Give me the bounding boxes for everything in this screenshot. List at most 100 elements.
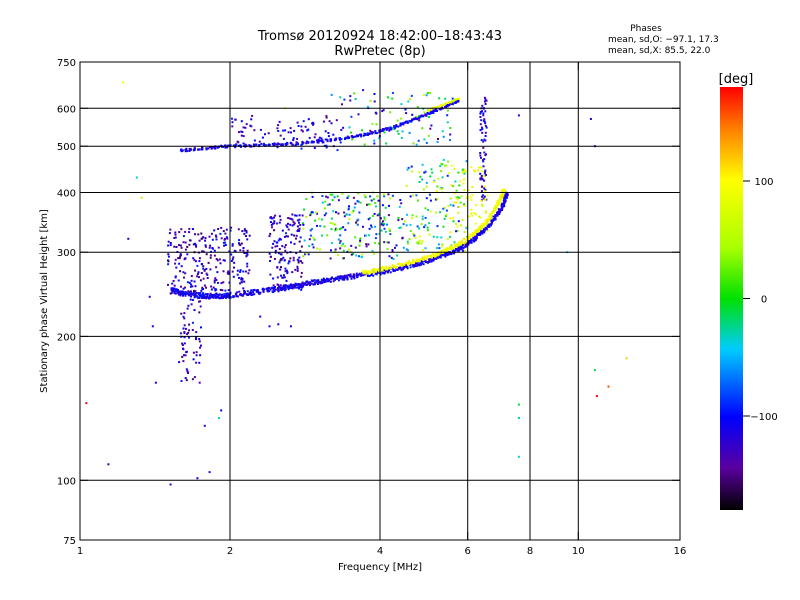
data-point: [248, 234, 251, 237]
data-point: [492, 215, 495, 218]
data-point: [430, 260, 433, 263]
data-point: [309, 234, 312, 237]
data-point: [189, 298, 192, 301]
data-point: [379, 273, 382, 276]
colorbar-tick-label: −100: [750, 412, 777, 423]
data-point: [289, 325, 292, 328]
data-point: [436, 185, 439, 188]
data-point: [408, 131, 411, 134]
data-point: [399, 122, 402, 125]
data-point: [483, 224, 485, 227]
data-point: [240, 130, 243, 133]
data-point: [328, 203, 331, 206]
data-point: [192, 257, 195, 260]
data-point: [346, 278, 349, 281]
data-point: [422, 263, 425, 266]
data-point: [478, 230, 481, 232]
data-point: [415, 143, 418, 146]
data-point: [263, 288, 266, 291]
data-point: [173, 237, 176, 239]
data-point: [281, 229, 284, 232]
data-point: [470, 212, 473, 215]
data-point: [201, 286, 204, 289]
data-point: [436, 225, 439, 228]
data-point: [474, 213, 477, 216]
data-point: [380, 267, 383, 269]
data-point: [358, 211, 361, 214]
data-point: [183, 276, 185, 279]
data-point: [187, 304, 190, 307]
data-point: [353, 135, 356, 138]
y-tick-label: 300: [57, 248, 76, 259]
data-point: [284, 129, 287, 132]
data-point: [248, 293, 251, 296]
data-point: [323, 225, 326, 228]
data-point: [319, 225, 322, 228]
data-point: [357, 113, 360, 116]
data-point: [251, 114, 254, 117]
data-point: [185, 350, 188, 353]
data-point: [484, 135, 487, 137]
data-point: [215, 238, 218, 241]
data-point: [250, 294, 253, 296]
data-point: [180, 150, 183, 153]
data-point: [337, 212, 340, 215]
data-point: [375, 270, 377, 273]
data-point: [367, 272, 370, 275]
data-point: [382, 265, 384, 268]
data-point: [405, 112, 408, 115]
data-point: [181, 342, 184, 345]
data-point: [230, 260, 233, 262]
data-point: [274, 249, 277, 252]
data-point: [484, 125, 487, 127]
data-point: [272, 284, 275, 287]
data-point: [206, 295, 209, 298]
data-point: [401, 218, 404, 221]
data-point: [298, 218, 301, 221]
data-point: [180, 380, 183, 382]
colorbar-label: [deg]: [719, 72, 754, 87]
data-point: [367, 133, 370, 136]
data-point: [240, 277, 243, 280]
data-point: [368, 270, 370, 273]
data-point: [198, 338, 201, 340]
data-point: [430, 112, 433, 115]
data-point: [435, 254, 438, 257]
data-point: [453, 167, 456, 170]
data-point: [378, 131, 381, 134]
data-point: [330, 242, 333, 245]
data-point: [442, 249, 445, 251]
data-point: [293, 234, 296, 237]
data-point: [418, 171, 421, 174]
data-point: [388, 228, 391, 231]
data-point: [418, 235, 421, 238]
data-point: [481, 195, 483, 198]
data-point: [224, 244, 227, 246]
data-point: [222, 145, 225, 148]
data-point: [485, 221, 488, 224]
data-point: [480, 156, 482, 159]
data-point: [488, 224, 490, 227]
data-point: [477, 227, 480, 230]
data-point: [174, 233, 177, 236]
data-point: [188, 281, 191, 284]
data-point: [448, 245, 451, 248]
data-point: [184, 377, 187, 379]
data-point: [455, 189, 458, 192]
data-point: [435, 190, 438, 192]
data-point: [199, 292, 202, 294]
data-point: [325, 195, 328, 198]
data-point: [316, 141, 319, 144]
data-point: [173, 245, 176, 248]
data-point: [433, 109, 436, 112]
data-point: [282, 274, 285, 277]
data-point: [381, 110, 384, 113]
data-point: [167, 240, 170, 243]
data-point: [182, 241, 185, 244]
data-point: [296, 267, 299, 270]
data-point: [284, 284, 287, 287]
data-point: [358, 255, 360, 258]
data-point: [290, 241, 292, 244]
data-point: [323, 214, 326, 217]
data-point: [330, 249, 332, 252]
